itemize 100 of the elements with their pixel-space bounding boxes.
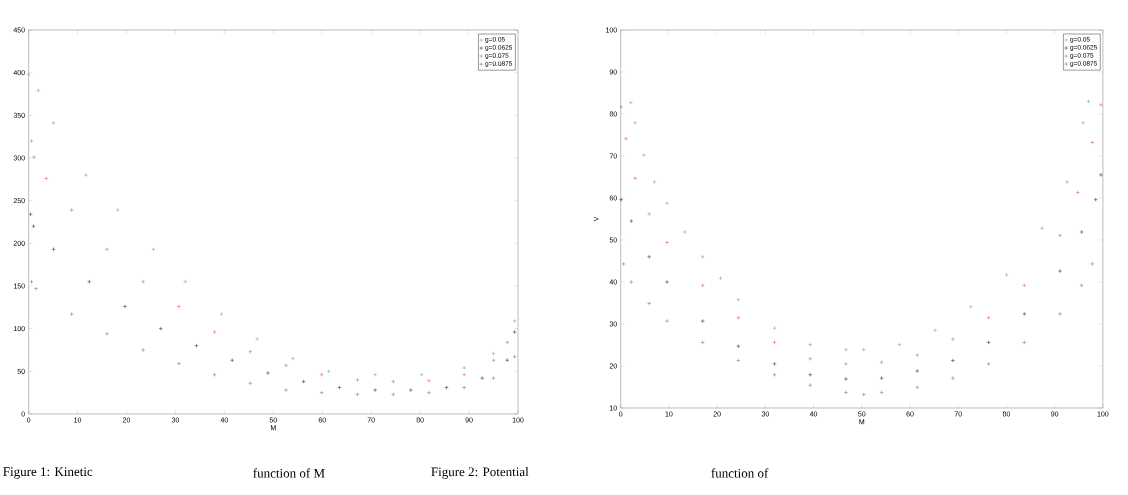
- point: [337, 385, 342, 390]
- point: [1098, 172, 1104, 177]
- point: [879, 360, 884, 365]
- point: [1022, 340, 1027, 345]
- point: [290, 356, 295, 361]
- point: [1022, 311, 1027, 316]
- point: [31, 155, 37, 160]
- point: [462, 365, 467, 370]
- point: [1098, 102, 1104, 107]
- point: [219, 312, 224, 317]
- point: [141, 279, 146, 284]
- point: [1065, 179, 1070, 185]
- point: [491, 351, 496, 356]
- point: [986, 361, 991, 366]
- point: [772, 326, 777, 331]
- point: [808, 383, 813, 388]
- point: [700, 283, 705, 288]
- point: [986, 315, 991, 320]
- point: [843, 376, 848, 382]
- point: [1040, 226, 1045, 231]
- point: [772, 372, 777, 377]
- point: [158, 326, 163, 331]
- point: [141, 347, 146, 353]
- point: [69, 207, 74, 213]
- point: [419, 372, 424, 377]
- point: [808, 372, 813, 377]
- point: [512, 330, 517, 335]
- point: [230, 358, 235, 363]
- point: [652, 179, 657, 185]
- point: [491, 376, 496, 381]
- point: [115, 207, 120, 213]
- point: [283, 388, 289, 393]
- point: [933, 328, 938, 333]
- point: [1093, 197, 1098, 202]
- caption: Figure 2: Potential: [431, 467, 529, 479]
- point: [28, 212, 33, 217]
- point: [391, 379, 396, 384]
- point: [619, 104, 624, 109]
- point: [1079, 283, 1084, 288]
- point: [255, 336, 260, 341]
- point: [647, 254, 652, 259]
- point: [491, 358, 496, 363]
- point: [248, 349, 253, 354]
- point: [619, 197, 624, 202]
- point: [104, 247, 109, 252]
- point: [950, 337, 955, 342]
- point: [1075, 190, 1080, 195]
- text: function of: [711, 468, 769, 478]
- point: [879, 376, 884, 381]
- point: [629, 279, 634, 285]
- point: [861, 392, 866, 397]
- point: [29, 279, 34, 284]
- point: [194, 343, 199, 348]
- point: [462, 385, 467, 390]
- point: [633, 176, 638, 181]
- point: [736, 297, 741, 302]
- point: [843, 390, 848, 395]
- point: [87, 279, 92, 284]
- point: [319, 372, 324, 377]
- point: [104, 331, 109, 336]
- point: [629, 219, 634, 224]
- point: [915, 368, 920, 374]
- point: [373, 372, 378, 377]
- point: [31, 224, 36, 229]
- point: [1081, 120, 1086, 125]
- point: [176, 361, 181, 366]
- point: [623, 136, 629, 141]
- point: [897, 342, 902, 347]
- point: [462, 372, 467, 377]
- point: [700, 319, 705, 324]
- point: [664, 319, 670, 324]
- point: [861, 347, 866, 352]
- point: [44, 176, 49, 181]
- point: [682, 229, 687, 235]
- point: [33, 286, 39, 291]
- point: [736, 315, 741, 320]
- point: [29, 138, 34, 143]
- point: [183, 279, 188, 284]
- point: [808, 356, 813, 361]
- point: [26, 72, 31, 77]
- point: [700, 340, 705, 345]
- point: [664, 279, 670, 285]
- text: function of M: [253, 468, 325, 478]
- point: [628, 100, 633, 105]
- point: [772, 340, 777, 345]
- point: [1090, 140, 1095, 145]
- point: [736, 358, 741, 363]
- point: [426, 390, 431, 395]
- point: [512, 354, 517, 359]
- point: [843, 361, 848, 366]
- point: [505, 340, 510, 345]
- point: [505, 358, 510, 363]
- point: [950, 358, 955, 363]
- point: [664, 201, 670, 206]
- point: [373, 388, 378, 393]
- point: [51, 120, 56, 126]
- point: [326, 369, 331, 374]
- point: [1090, 261, 1095, 266]
- point: [391, 392, 396, 397]
- point: [915, 385, 920, 390]
